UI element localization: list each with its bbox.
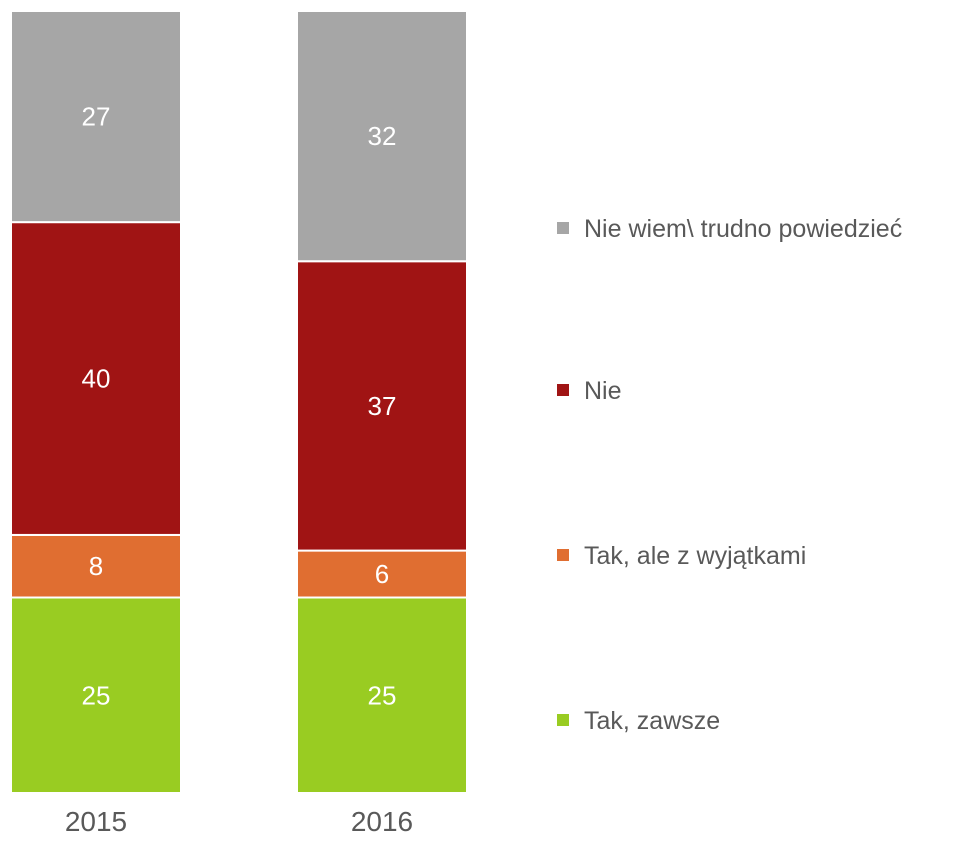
x-tick-label-2015: 2015 [65,806,127,837]
bar-segment-2016-nie [296,260,468,552]
data-labels-group: 25 8 40 27 25 6 37 32 [82,102,397,711]
legend-label-tak-zawsze: Tak, zawsze [584,707,720,735]
bar-segment-2015-tak-ale-z-wyj-tkami [10,533,182,599]
data-label-2015-nie-wiem-trudno-powiedzie: 27 [82,102,111,132]
legend-swatch-tak-zawsze [557,714,569,726]
bar-segment-2016-tak-zawsze [296,596,468,794]
bar-segment-2015-tak-zawsze [10,596,182,794]
data-label-2015-tak-zawsze: 25 [82,680,111,710]
bar-segment-2016-tak-ale-z-wyj-tkami [296,549,468,599]
data-label-2015-tak-ale-z-wyj-tkami: 8 [89,551,103,581]
data-label-2016-nie-wiem-trudno-powiedzie: 32 [368,121,397,151]
legend-swatch-tak-ale-z-wyj-tkami [557,549,569,561]
bars-group [10,10,468,794]
x-tick-label-2016: 2016 [351,806,413,837]
category-labels-group: 2015 2016 [65,806,413,837]
legend: Nie wiem\ trudno powiedzieć Nie Tak, ale z… [557,215,902,735]
legend-label-nie: Nie [584,377,622,405]
data-label-2016-tak-ale-z-wyj-tkami: 6 [375,559,389,589]
data-label-2016-nie: 37 [368,391,397,421]
data-label-2015-nie: 40 [82,364,111,394]
legend-swatch-nie [557,384,569,396]
legend-label-tak-ale-z-wyj-tkami: Tak, ale z wyjątkami [584,542,806,570]
legend-swatch-nie-wiem-trudno-powiedzie [557,222,569,234]
legend-label-nie-wiem-trudno-powiedzie: Nie wiem\ trudno powiedzieć [584,215,902,243]
bar-segment-2016-nie-wiem-trudno-powiedzie [296,10,468,263]
data-label-2016-tak-zawsze: 25 [368,680,397,710]
bar-segment-2015-nie-wiem-trudno-powiedzie [10,10,182,224]
